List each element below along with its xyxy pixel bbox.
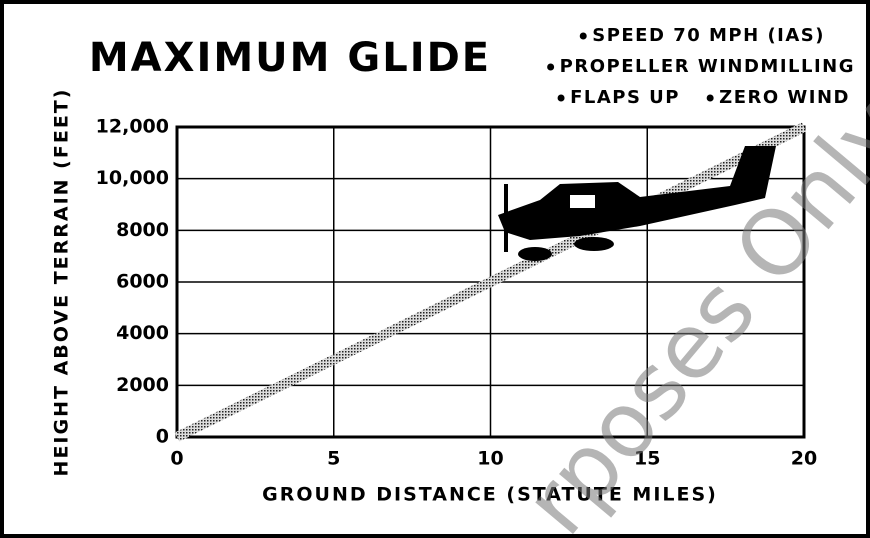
note-bullet xyxy=(580,33,587,40)
note: SPEED 70 MPH (IAS) xyxy=(592,25,825,46)
y-tick-label: 6000 xyxy=(116,271,169,293)
note-bullet xyxy=(707,95,714,102)
note-bullet xyxy=(547,64,554,71)
y-tick-label: 4000 xyxy=(116,322,169,344)
y-tick-label: 10,000 xyxy=(96,167,169,189)
note-bullet xyxy=(558,95,565,102)
y-tick-label: 0 xyxy=(156,426,169,448)
y-axis-title: HEIGHT ABOVE TERRAIN (FEET) xyxy=(51,88,73,477)
chart-title: MAXIMUM GLIDE xyxy=(89,35,491,81)
chart: MAXIMUM GLIDE HEIGHT ABOVE TERRAIN (FEET… xyxy=(0,0,870,538)
x-tick-label: 10 xyxy=(477,448,503,470)
note: PROPELLER WINDMILLING xyxy=(560,56,855,77)
note: ZERO WIND xyxy=(719,87,850,108)
x-tick-label: 0 xyxy=(170,448,183,470)
note: FLAPS UP xyxy=(570,87,680,108)
x-tick-label: 5 xyxy=(327,448,340,470)
x-tick-label: 20 xyxy=(791,448,817,470)
y-tick-label: 8000 xyxy=(116,219,169,241)
y-tick-label: 12,000 xyxy=(96,116,169,138)
x-axis-title: GROUND DISTANCE (STATUTE MILES) xyxy=(262,484,718,506)
y-tick-label: 2000 xyxy=(116,374,169,396)
